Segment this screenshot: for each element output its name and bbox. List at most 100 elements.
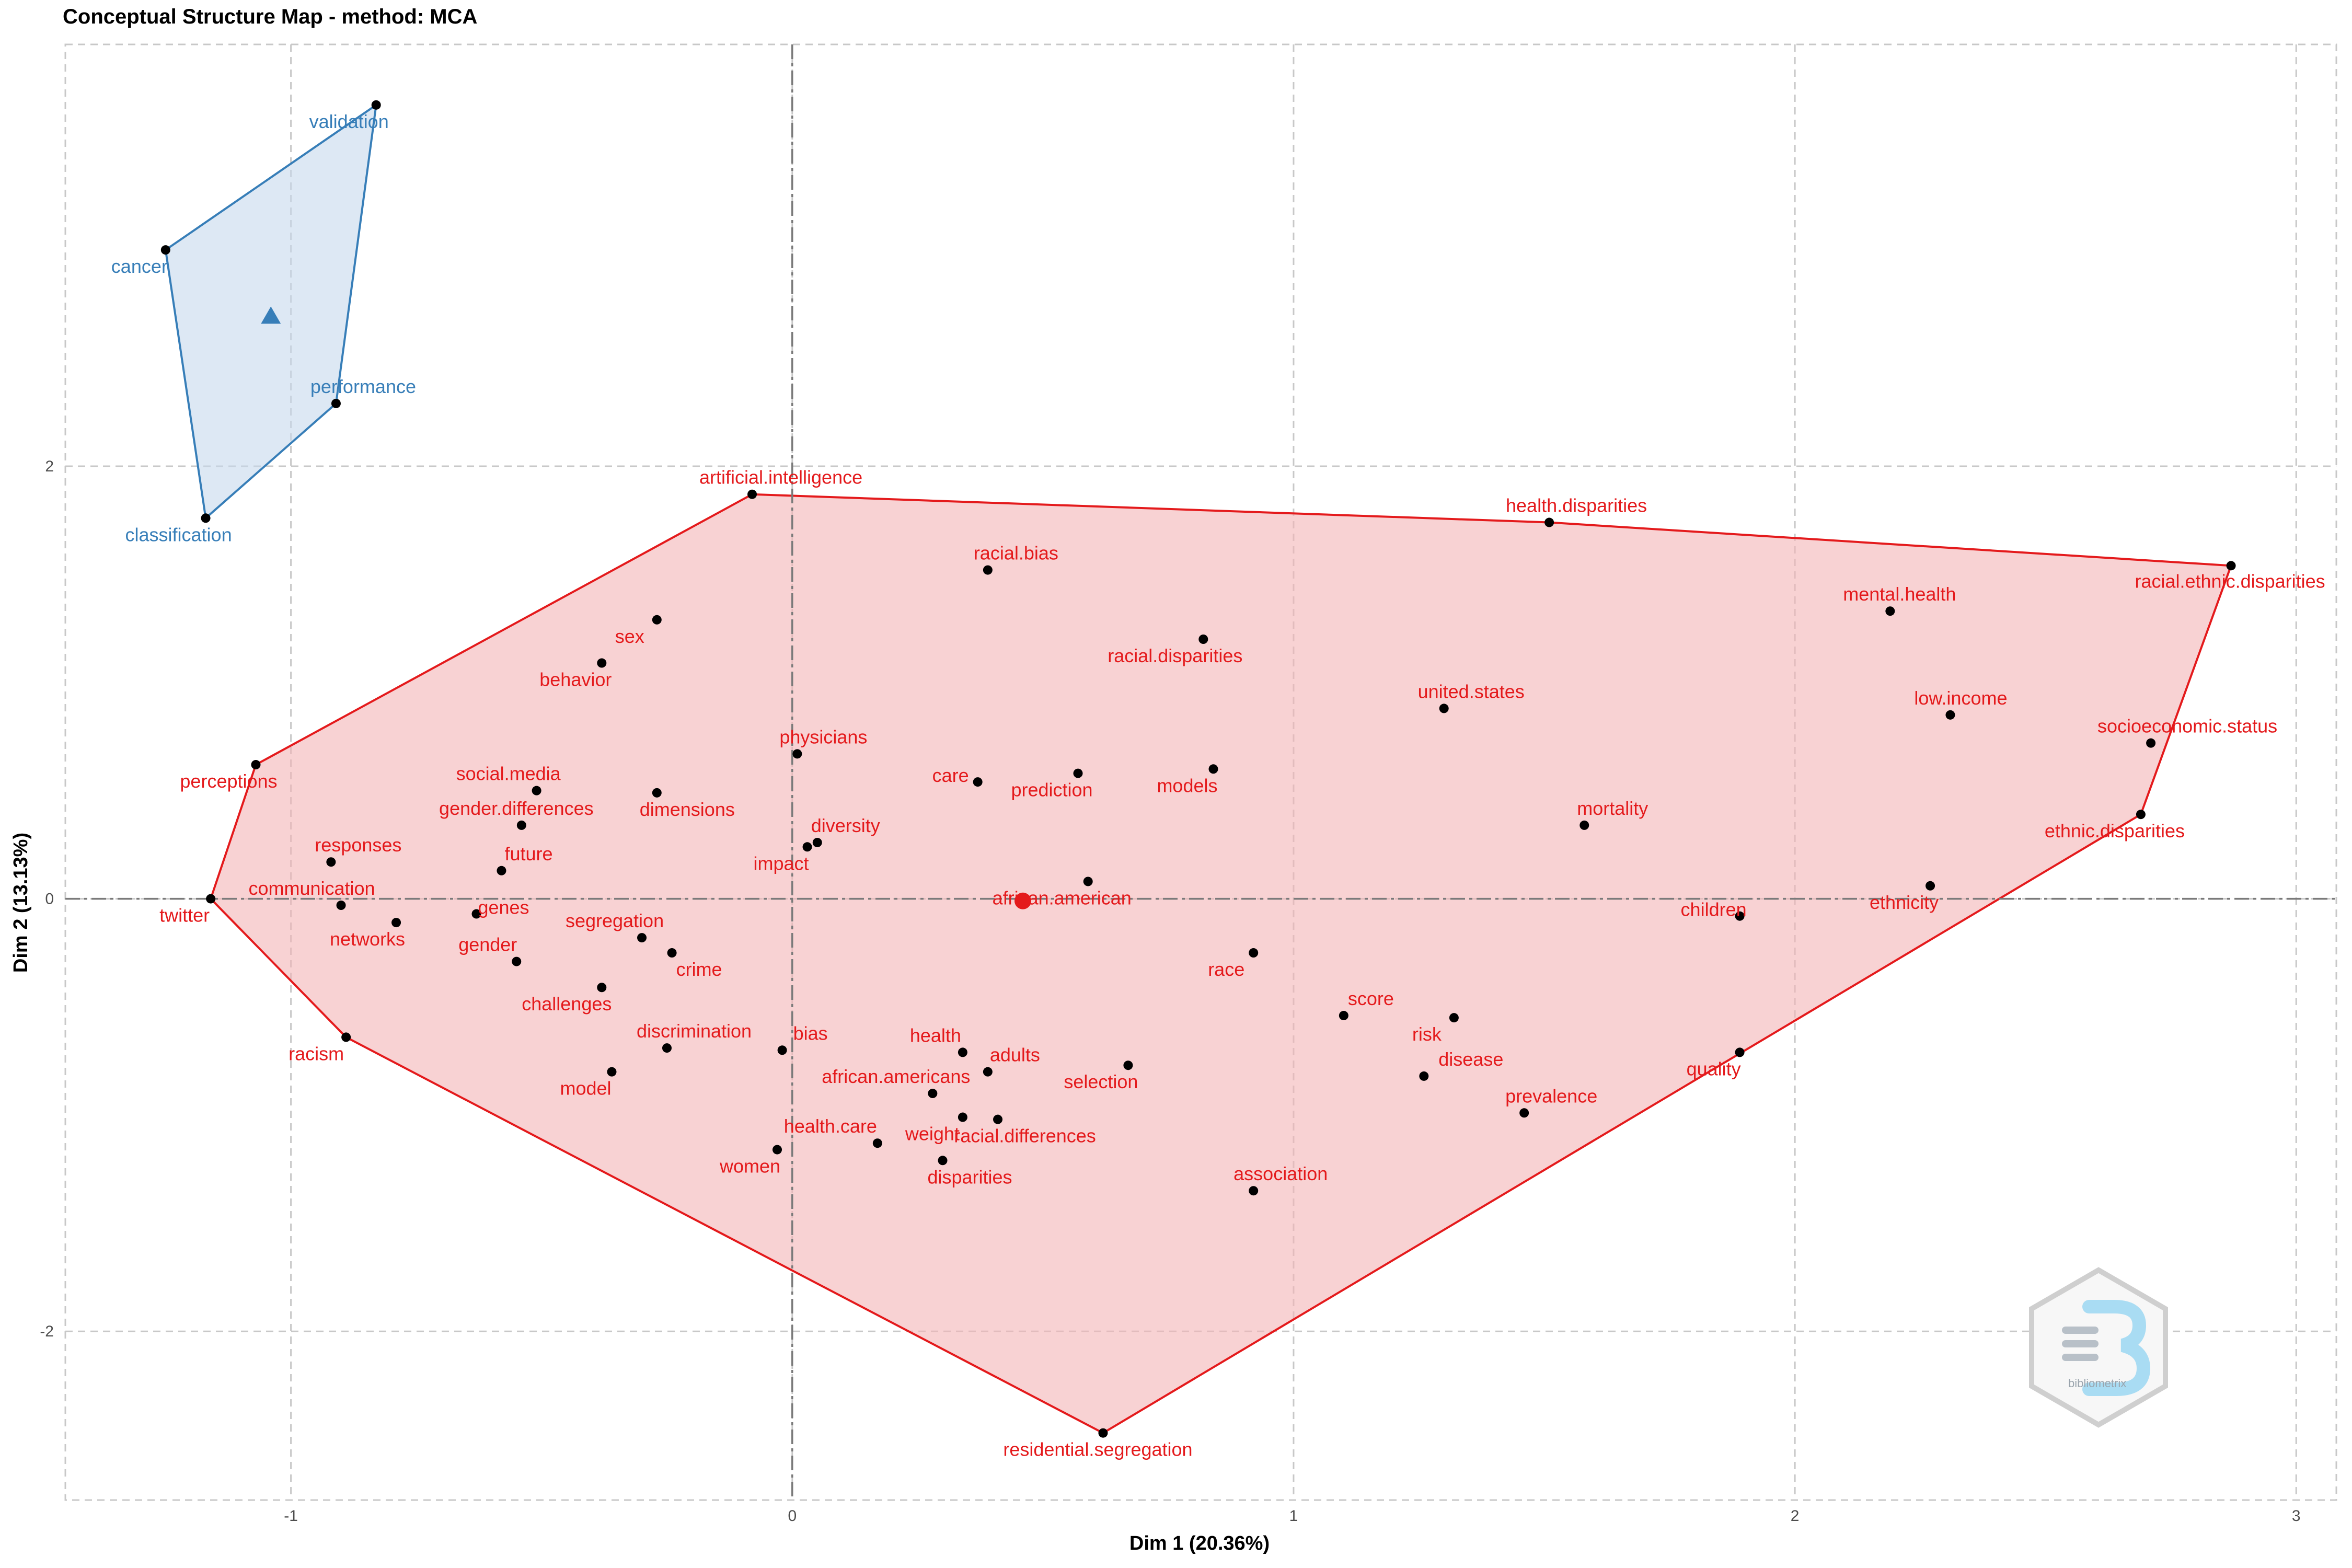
data-point <box>773 1145 782 1155</box>
point-label: diversity <box>811 815 880 836</box>
point-label: mortality <box>1577 798 1648 819</box>
point-label: crime <box>676 959 722 980</box>
point-label: women <box>719 1156 780 1177</box>
data-point <box>1249 948 1259 958</box>
point-label: models <box>1157 775 1217 796</box>
data-point <box>812 837 822 847</box>
data-point <box>497 866 506 875</box>
data-point <box>1735 911 1745 921</box>
data-point <box>993 1114 1003 1124</box>
point-label: risk <box>1412 1023 1442 1045</box>
data-point <box>160 245 170 255</box>
point-label: ethnic.disparities <box>2045 820 2185 841</box>
point-label: mental.health <box>1843 583 1956 605</box>
point-label: racial.ethnic.disparities <box>2135 570 2325 592</box>
point-label: validation <box>309 111 389 132</box>
data-point <box>1073 768 1083 778</box>
point-label: prevalence <box>1505 1085 1597 1106</box>
data-point <box>637 933 647 943</box>
point-label: socioeconomic.status <box>2097 716 2277 737</box>
point-label: residential.segregation <box>1003 1439 1192 1460</box>
point-label: adults <box>990 1044 1040 1066</box>
data-point <box>667 948 677 958</box>
point-label: association <box>1233 1163 1328 1184</box>
point-label: discrimination <box>637 1020 752 1042</box>
data-point <box>1208 764 1218 774</box>
reference-lines <box>65 44 2336 1500</box>
point-label: impact <box>754 852 809 874</box>
data-point <box>371 100 381 110</box>
cluster-1-centroid <box>1014 892 1031 909</box>
data-point <box>777 1045 787 1055</box>
point-label: twitter <box>159 905 210 926</box>
point-label: dimensions <box>640 799 735 820</box>
point-label: quality <box>1687 1058 1741 1079</box>
data-point <box>983 565 993 575</box>
data-points <box>160 100 2236 1438</box>
data-point <box>331 398 341 408</box>
point-label: children <box>1681 899 1747 920</box>
point-label: racial.disparities <box>1108 645 1242 666</box>
data-point <box>1439 704 1449 713</box>
cluster-2-centroid <box>261 306 281 324</box>
y-tick-label: -2 <box>40 1323 54 1340</box>
point-label: classification <box>125 524 232 545</box>
point-label: genes <box>478 897 529 918</box>
data-point <box>1123 1060 1133 1070</box>
bibliometrix-logo-icon: bibliometrix <box>2029 1267 2168 1428</box>
data-point <box>1339 1011 1348 1021</box>
point-label: physicians <box>779 726 867 747</box>
point-label: selection <box>1064 1071 1138 1092</box>
data-point <box>2226 561 2236 571</box>
data-point <box>597 658 607 668</box>
panel-border <box>64 43 2337 1501</box>
point-label: racism <box>289 1043 344 1064</box>
point-label: health <box>910 1024 961 1046</box>
data-point <box>336 900 346 910</box>
data-point <box>1945 710 1955 720</box>
data-point <box>1544 517 1554 527</box>
data-point <box>958 1112 967 1122</box>
data-point <box>597 983 607 993</box>
point-label: artificial.intelligence <box>699 467 862 488</box>
data-point <box>938 1156 948 1166</box>
data-point <box>1098 1428 1108 1438</box>
data-point <box>1198 635 1208 644</box>
point-label: race <box>1208 959 1244 980</box>
point-label: disparities <box>927 1166 1012 1187</box>
point-label: united.states <box>1418 681 1525 702</box>
data-point <box>983 1067 993 1077</box>
data-point <box>872 1138 882 1148</box>
x-axis-title: Dim 1 (20.36%) <box>1129 1532 1270 1554</box>
point-label: racial.differences <box>954 1125 1096 1147</box>
data-point <box>1885 606 1895 616</box>
point-label: future <box>504 843 552 864</box>
point-label: cancer <box>111 256 168 277</box>
point-label: model <box>560 1078 611 1099</box>
y-axis-title: Dim 2 (13.13%) <box>10 833 32 973</box>
y-tick-label: 0 <box>45 891 54 908</box>
data-point <box>1083 877 1093 886</box>
data-point <box>2146 738 2156 748</box>
data-point <box>652 788 662 798</box>
point-label: racial.bias <box>974 543 1058 564</box>
point-label: african.american <box>993 887 1132 908</box>
point-label: social.media <box>456 763 561 785</box>
data-point <box>662 1043 672 1053</box>
data-point <box>792 749 802 759</box>
data-point <box>973 777 983 787</box>
point-label: performance <box>310 376 416 397</box>
x-tick-label: 2 <box>1791 1507 1800 1525</box>
point-label: challenges <box>522 993 612 1014</box>
data-point <box>516 820 526 830</box>
data-point <box>1735 1047 1745 1057</box>
data-point <box>326 857 336 867</box>
data-point <box>512 956 522 966</box>
point-label: responses <box>315 834 401 856</box>
point-label: ethnicity <box>1870 892 1939 913</box>
point-label: disease <box>1438 1048 1503 1070</box>
data-point <box>607 1067 617 1077</box>
data-point <box>201 513 211 523</box>
x-tick-label: 1 <box>1289 1507 1298 1525</box>
